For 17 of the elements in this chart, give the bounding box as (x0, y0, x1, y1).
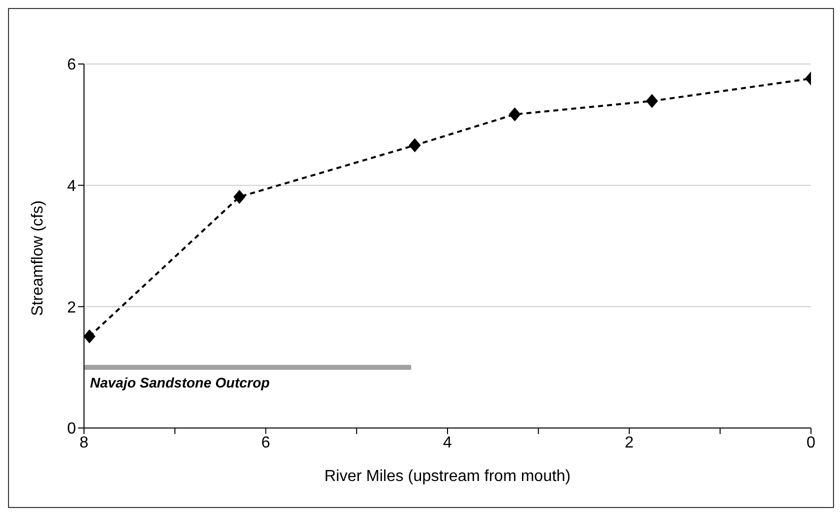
x-tick-label: 6 (261, 434, 270, 452)
y-tick-label: 0 (67, 420, 76, 438)
y-tick-label: 6 (67, 56, 76, 74)
y-tick-label: 2 (67, 299, 76, 316)
point (646, 94, 658, 108)
x-axis-title: River Miles (upstream from mouth) (324, 468, 571, 485)
x-tick-label: 8 (80, 434, 89, 452)
x-tick-label: 2 (624, 434, 634, 452)
y-axis-title: Streamflow (cfs) (30, 200, 47, 316)
point (508, 107, 521, 122)
point (408, 138, 421, 152)
point (84, 329, 96, 344)
point (233, 190, 246, 204)
series-label: Navajo Sandstone Outcrop (90, 374, 270, 390)
x-tick-label: 0 (806, 434, 816, 452)
y-tick-label: 4 (67, 178, 76, 196)
x-tick-label: 4 (443, 434, 452, 452)
